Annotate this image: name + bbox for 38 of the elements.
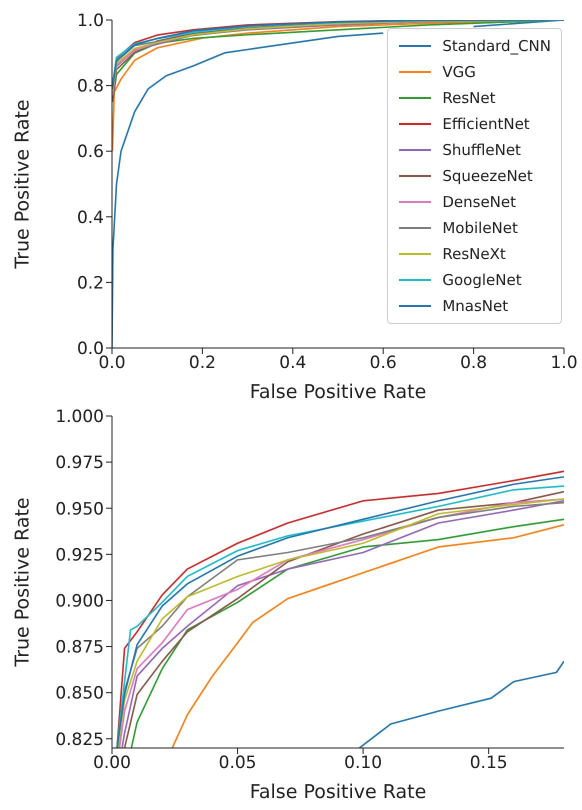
- x-tick-label: 0.6: [370, 353, 397, 374]
- legend-label: EfficientNet: [442, 115, 530, 133]
- y-tick-label: 0.925: [55, 545, 104, 566]
- legend-label: GoogleNet: [442, 271, 522, 289]
- y-tick-label: 1.0: [76, 11, 104, 32]
- legend-label: ShuffleNet: [442, 141, 521, 159]
- x-tick-label: 1.0: [550, 353, 578, 374]
- x-tick-label: 0.2: [188, 353, 216, 374]
- y-tick-label: 0.825: [55, 730, 104, 750]
- y-tick-label: 0.900: [55, 591, 104, 612]
- y-tick-label: 0.950: [55, 499, 104, 520]
- y-tick-label: 0.850: [55, 684, 104, 704]
- x-tick-label: 0.10: [344, 753, 382, 774]
- y-tick-label: 0.875: [55, 638, 104, 658]
- legend-label: ResNet: [442, 89, 496, 107]
- legend-label: ResNeXt: [442, 245, 506, 263]
- x-tick-label: 0.05: [218, 753, 256, 774]
- x-tick-label: 0.8: [460, 353, 488, 374]
- legend-label: Standard_CNN: [442, 37, 551, 55]
- y-tick-label: 0.975: [55, 453, 104, 474]
- x-tick-label: 0.0: [98, 353, 126, 374]
- y-axis-title: True Positive Rate: [12, 99, 34, 270]
- legend-label: MobileNet: [442, 219, 518, 237]
- x-axis-title: False Positive Rate: [250, 781, 426, 803]
- y-tick-label: 1.000: [55, 407, 104, 428]
- x-tick-label: 0.00: [93, 753, 131, 774]
- x-tick-label: 0.15: [470, 753, 508, 774]
- y-axis-title: True Positive Rate: [12, 497, 34, 668]
- legend-label: VGG: [442, 63, 476, 81]
- y-tick-label: 0.2: [76, 273, 104, 294]
- x-tick-label: 0.4: [279, 353, 306, 374]
- y-tick-label: 0.8: [76, 76, 104, 97]
- legend-label: MnasNet: [442, 297, 508, 315]
- legend-label: SqueezeNet: [442, 167, 533, 185]
- x-axis-title: False Positive Rate: [250, 381, 426, 403]
- legend-label: DenseNet: [442, 193, 516, 211]
- y-tick-label: 0.6: [76, 142, 104, 162]
- y-tick-label: 0.4: [76, 208, 104, 228]
